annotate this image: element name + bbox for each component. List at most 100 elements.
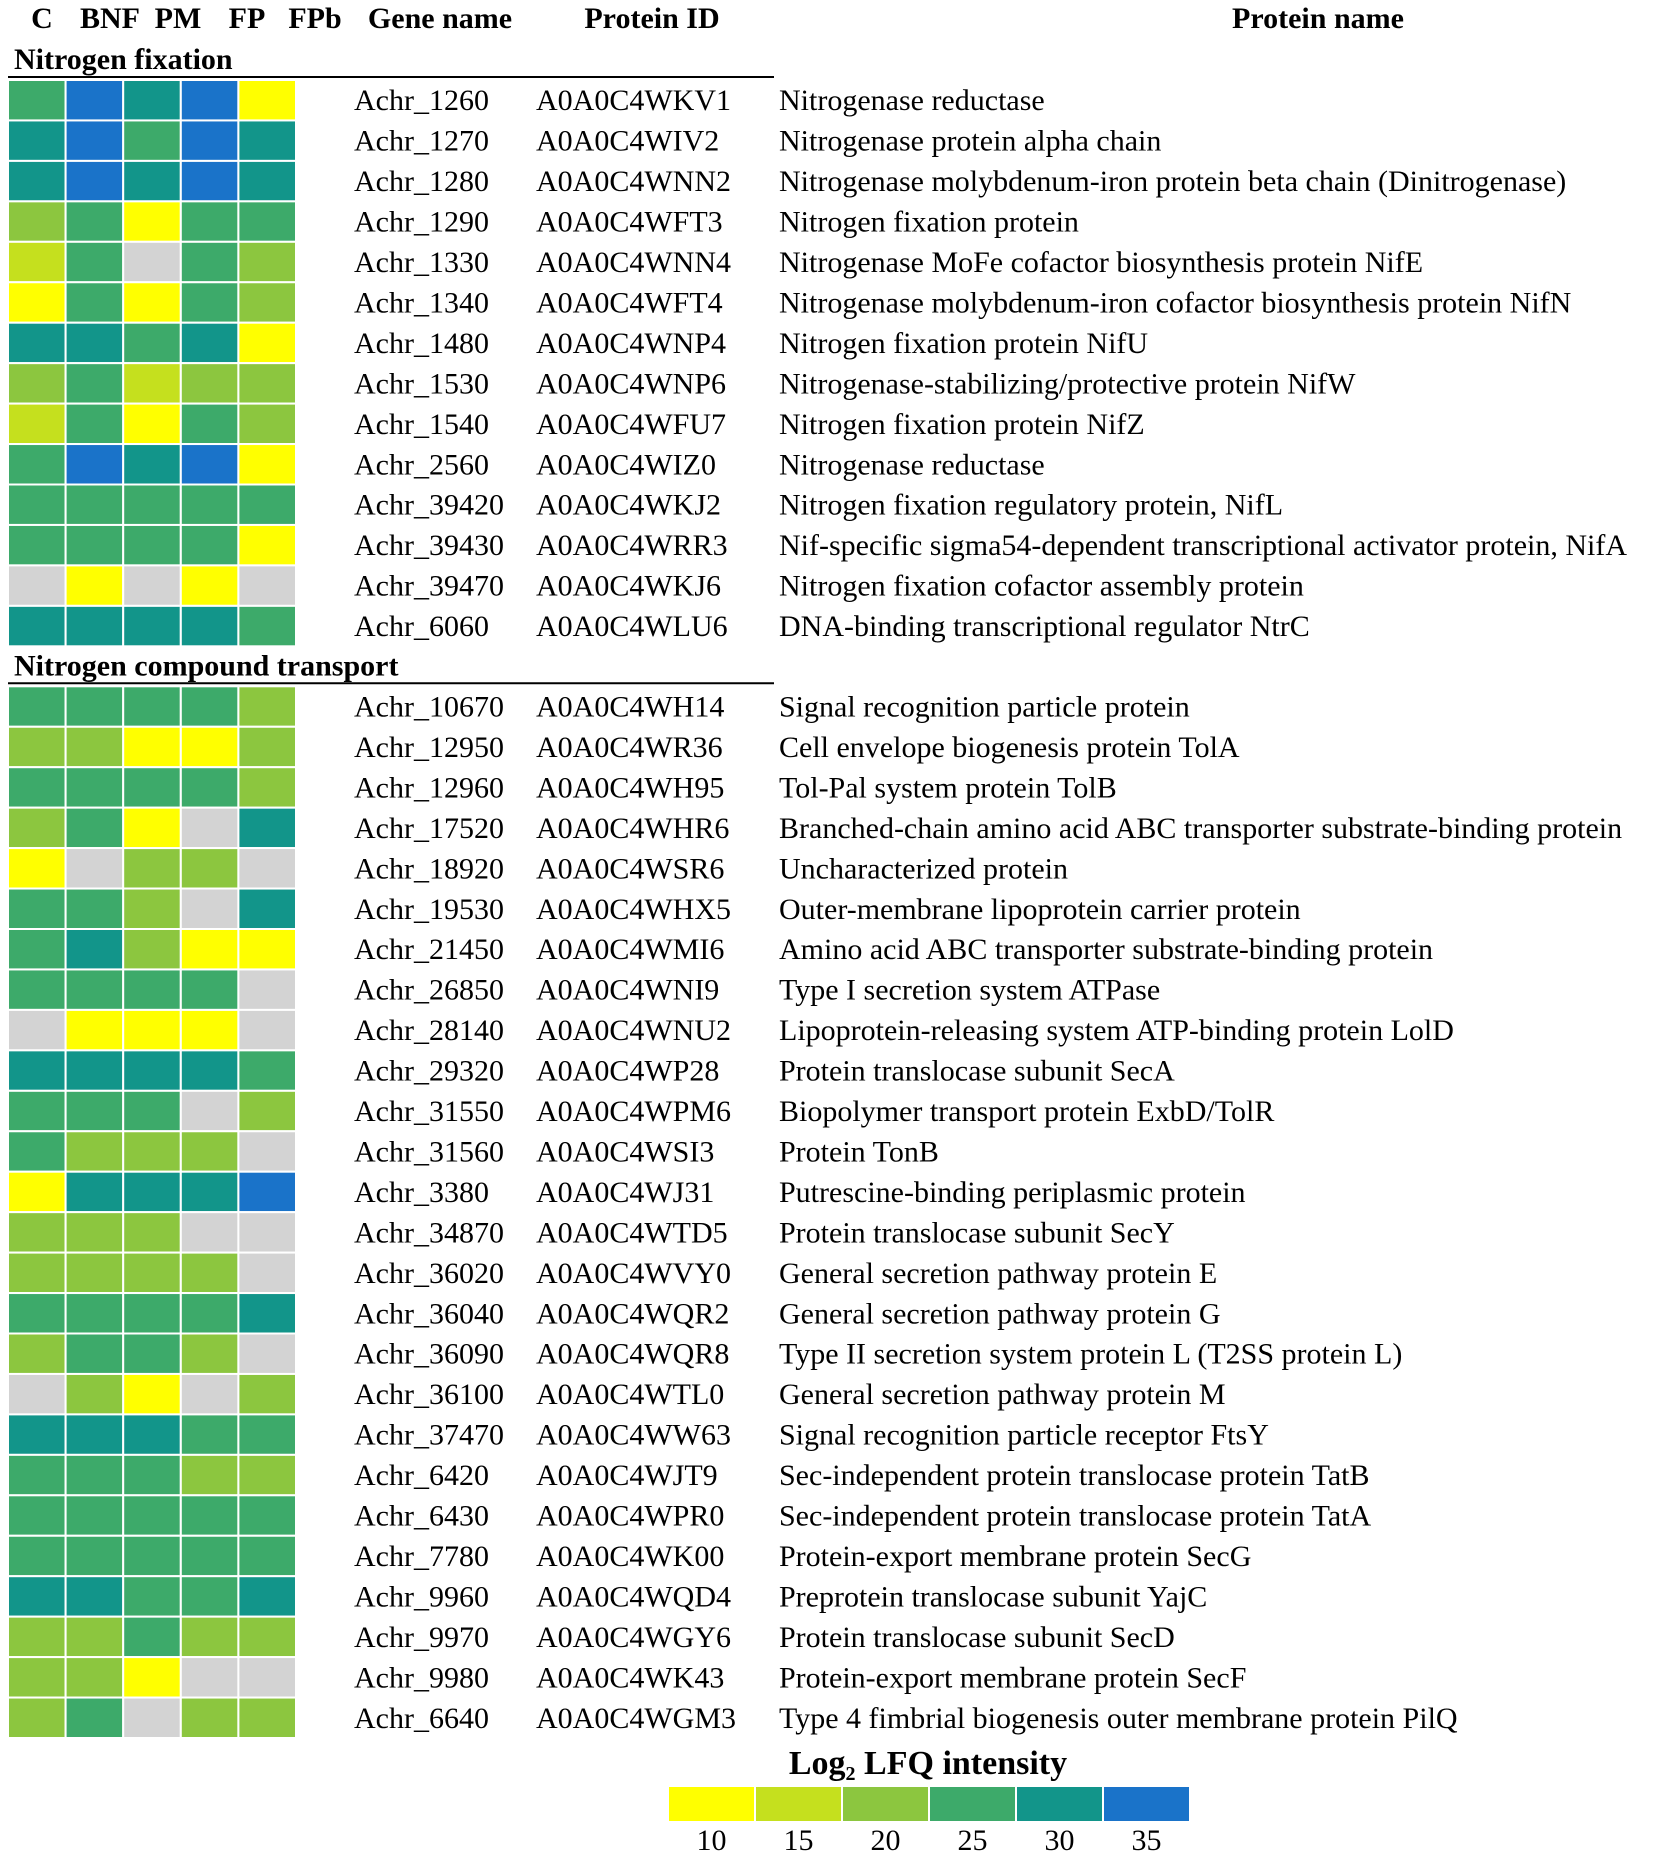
protein-id: A0A0C4WIZ0: [536, 448, 716, 481]
heatmap-cell: [122, 1696, 182, 1740]
protein-name: Nitrogen fixation cofactor assembly prot…: [779, 570, 1304, 603]
heatmap-cell: [179, 1453, 240, 1497]
heatmap-cell: [7, 564, 67, 607]
protein-name: Protein TonB: [779, 1135, 939, 1168]
heatmap-cell: [122, 1292, 182, 1335]
gene-name: Achr_1340: [354, 286, 489, 319]
heatmap-cell: [64, 1251, 125, 1295]
protein-id: A0A0C4WR36: [536, 731, 723, 764]
heatmap-cell: [64, 159, 125, 203]
heatmap-cell: [179, 847, 240, 890]
protein-id: A0A0C4WHX5: [536, 893, 731, 926]
heatmap-cell: [237, 362, 297, 405]
heatmap-cell: [122, 968, 182, 1011]
heatmap-cell: [7, 806, 67, 850]
protein-id: A0A0C4WNP4: [536, 327, 726, 360]
heatmap-cell: [237, 159, 297, 203]
gene-name: Achr_6060: [354, 610, 489, 643]
protein-name: Nif-specific sigma54-dependent transcrip…: [779, 529, 1627, 562]
heatmap-cell: [122, 1494, 182, 1537]
heatmap-cell: [122, 119, 182, 162]
protein-name: Type 4 fimbrial biogenesis outer membran…: [779, 1702, 1458, 1735]
heatmap-cell: [122, 1453, 182, 1497]
protein-id: A0A0C4WJT9: [536, 1459, 718, 1492]
heatmap-cell: [7, 1089, 67, 1133]
protein-name: Uncharacterized protein: [779, 852, 1068, 885]
heatmap-cell: [122, 362, 182, 405]
protein-name: Nitrogenase MoFe cofactor biosynthesis p…: [779, 246, 1423, 279]
gene-name: Achr_18920: [354, 852, 504, 885]
heatmap-cell: [64, 1453, 125, 1497]
heatmap-cell: [64, 1534, 125, 1578]
heatmap-cell: [122, 79, 182, 122]
heatmap-cell: [64, 1413, 125, 1456]
gene-name: Achr_9960: [354, 1580, 489, 1613]
protein-name: General secretion pathway protein M: [779, 1378, 1226, 1411]
section-title: Nitrogen fixation: [14, 43, 233, 76]
heatmap-cell: [179, 1170, 240, 1214]
heatmap-cell: [179, 443, 240, 486]
heatmap-cell: [64, 79, 125, 122]
heatmap-cell: [7, 1413, 67, 1456]
heatmap-cell: [7, 1211, 67, 1254]
heatmap-cell: [122, 1170, 182, 1214]
heatmap-cell: [64, 523, 125, 567]
protein-name: Preprotein translocase subunit YajC: [779, 1580, 1207, 1613]
heatmap-cell: [7, 847, 67, 890]
heatmap-cell: [64, 1575, 125, 1618]
column-header-bnf: BNF: [80, 2, 140, 35]
heatmap-cell: [237, 1372, 297, 1416]
heatmap-cell: [64, 604, 125, 648]
protein-name: Tol-Pal system protein TolB: [779, 771, 1117, 804]
protein-name: Nitrogen fixation protein NifU: [779, 327, 1148, 360]
heatmap-cell: [122, 240, 182, 284]
heatmap-cell: [237, 1453, 297, 1497]
protein-name: Nitrogenase molybdenum-iron protein beta…: [779, 165, 1566, 198]
heatmap-cell: [237, 200, 297, 243]
heatmap-cell: [7, 200, 67, 243]
heatmap-cell: [122, 321, 182, 365]
heatmap-cell: [179, 523, 240, 567]
protein-name: Biopolymer transport protein ExbD/TolR: [779, 1095, 1274, 1128]
heatmap-cell: [7, 321, 67, 365]
protein-id: A0A0C4WQD4: [536, 1580, 731, 1613]
protein-id: A0A0C4WGM3: [536, 1702, 736, 1735]
heatmap-cell: [7, 119, 67, 162]
heatmap-cell: [64, 1130, 125, 1173]
heatmap-cell: [64, 928, 125, 971]
heatmap-cell: [179, 928, 240, 971]
protein-id: A0A0C4WKJ2: [536, 489, 721, 522]
heatmap-cell: [7, 1292, 67, 1335]
heatmap-cell: [237, 604, 297, 648]
heatmap-cell: [122, 725, 182, 769]
legend-swatch: [928, 1785, 1017, 1823]
heatmap-cell: [64, 321, 125, 365]
heatmap-cell: [179, 968, 240, 1011]
heatmap-cell: [64, 1372, 125, 1416]
protein-name: Protein translocase subunit SecA: [779, 1055, 1175, 1088]
heatmap-cell: [122, 1615, 182, 1659]
heatmap-cell: [179, 1130, 240, 1173]
gene-name: Achr_21450: [354, 933, 504, 966]
heatmap-cell: [237, 523, 297, 567]
heatmap-cell: [237, 1049, 297, 1092]
legend-tick-label: 10: [697, 1824, 727, 1855]
protein-id: A0A0C4WNN4: [536, 246, 731, 279]
heatmap-cell: [237, 1130, 297, 1173]
heatmap-cell: [237, 240, 297, 284]
heatmap-cell: [179, 1332, 240, 1375]
heatmap-cell: [237, 1251, 297, 1295]
heatmap-cell: [64, 806, 125, 850]
heatmap-cell: [179, 1413, 240, 1456]
protein-name: Nitrogenase-stabilizing/protective prote…: [779, 367, 1356, 400]
gene-name: Achr_39470: [354, 570, 504, 603]
column-header-fp: FP: [229, 2, 266, 35]
heatmap-cell: [64, 1049, 125, 1092]
protein-name: Protein translocase subunit SecD: [779, 1621, 1175, 1654]
heatmap-cell: [7, 281, 67, 324]
gene-name: Achr_7780: [354, 1540, 489, 1573]
gene-name: Achr_6430: [354, 1500, 489, 1533]
heatmap-cell: [179, 766, 240, 809]
heatmap-cell: [64, 725, 125, 769]
